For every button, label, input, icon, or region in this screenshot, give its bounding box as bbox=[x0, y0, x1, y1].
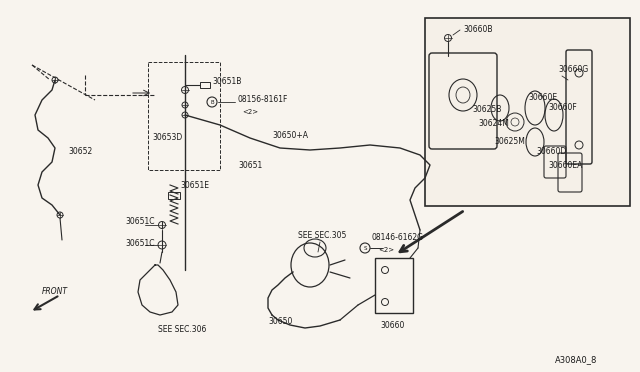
Text: 30651: 30651 bbox=[238, 160, 262, 170]
Text: SEE SEC.305: SEE SEC.305 bbox=[298, 231, 346, 240]
Text: 30652: 30652 bbox=[68, 148, 92, 157]
Text: 08146-6162G: 08146-6162G bbox=[372, 234, 424, 243]
Text: 30650: 30650 bbox=[268, 317, 292, 327]
Text: FRONT: FRONT bbox=[42, 287, 68, 296]
Text: 30651C: 30651C bbox=[125, 240, 154, 248]
Text: A308A0_8: A308A0_8 bbox=[555, 356, 597, 365]
Text: 30624M: 30624M bbox=[478, 119, 509, 128]
Text: <2>: <2> bbox=[378, 247, 394, 253]
Text: 30625M: 30625M bbox=[494, 138, 525, 147]
Bar bbox=[375, 258, 413, 313]
Text: 30653D: 30653D bbox=[152, 134, 182, 142]
Text: 08156-8161F: 08156-8161F bbox=[237, 96, 287, 105]
Bar bbox=[200, 82, 210, 88]
Text: 30660E: 30660E bbox=[528, 93, 557, 103]
Text: 30651E: 30651E bbox=[180, 180, 209, 189]
Text: 30660G: 30660G bbox=[558, 65, 588, 74]
Bar bbox=[148, 62, 220, 170]
Text: S: S bbox=[364, 246, 367, 250]
Text: 30625B: 30625B bbox=[472, 106, 501, 115]
Text: SEE SEC.306: SEE SEC.306 bbox=[158, 326, 206, 334]
Text: 30651B: 30651B bbox=[212, 77, 241, 86]
Text: 30650+A: 30650+A bbox=[272, 131, 308, 140]
Text: 30660D: 30660D bbox=[536, 148, 566, 157]
Text: 30660B: 30660B bbox=[463, 26, 493, 35]
Bar bbox=[168, 192, 180, 199]
Text: 30660: 30660 bbox=[380, 321, 404, 330]
Text: 30660F: 30660F bbox=[548, 103, 577, 112]
Text: <2>: <2> bbox=[242, 109, 258, 115]
Text: B: B bbox=[210, 99, 214, 105]
Text: 30660EA: 30660EA bbox=[548, 160, 582, 170]
Bar bbox=[425, 18, 630, 206]
Text: 30651C: 30651C bbox=[125, 218, 154, 227]
